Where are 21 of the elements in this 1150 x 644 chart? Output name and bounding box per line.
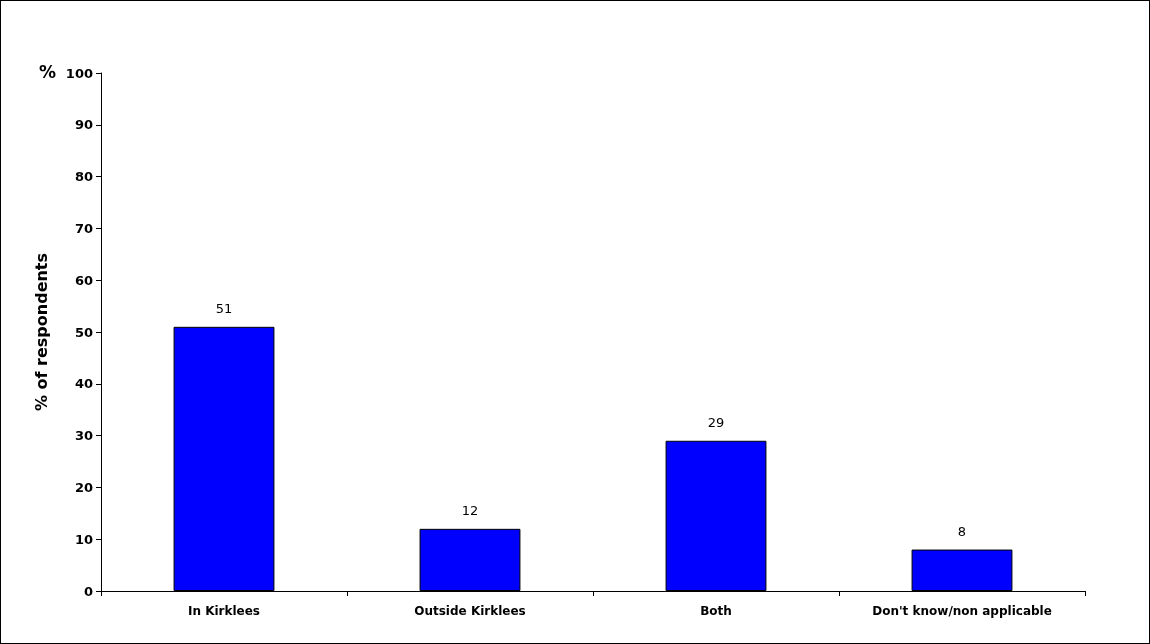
- y-tick-label: 80: [74, 169, 93, 185]
- x-tick-label: In Kirklees: [187, 604, 261, 618]
- y-tick-label: 40: [74, 376, 93, 392]
- y-tick-label: 30: [74, 428, 93, 444]
- y-axis-title: % of respondents: [31, 252, 51, 412]
- data-label: 12: [461, 502, 479, 518]
- x-tick-label: Don't know/non applicable: [872, 604, 1052, 618]
- x-tick-label: Outside Kirklees: [414, 604, 526, 618]
- x-tick-label: Both: [700, 604, 732, 618]
- y-tick-label: 10: [74, 531, 93, 547]
- data-label: 29: [707, 414, 725, 430]
- y-tick-label: 100: [65, 65, 93, 81]
- y-tick-label: 70: [74, 220, 93, 236]
- y-tick-label: 0: [83, 583, 93, 599]
- data-label: 8: [957, 523, 967, 539]
- data-label: 51: [215, 300, 233, 316]
- y-tick-label: 60: [74, 272, 93, 288]
- y-tick-label: 50: [74, 324, 93, 340]
- text: %: [39, 61, 57, 82]
- y-tick-label: 90: [74, 117, 93, 133]
- y-tick-label: 20: [74, 479, 93, 495]
